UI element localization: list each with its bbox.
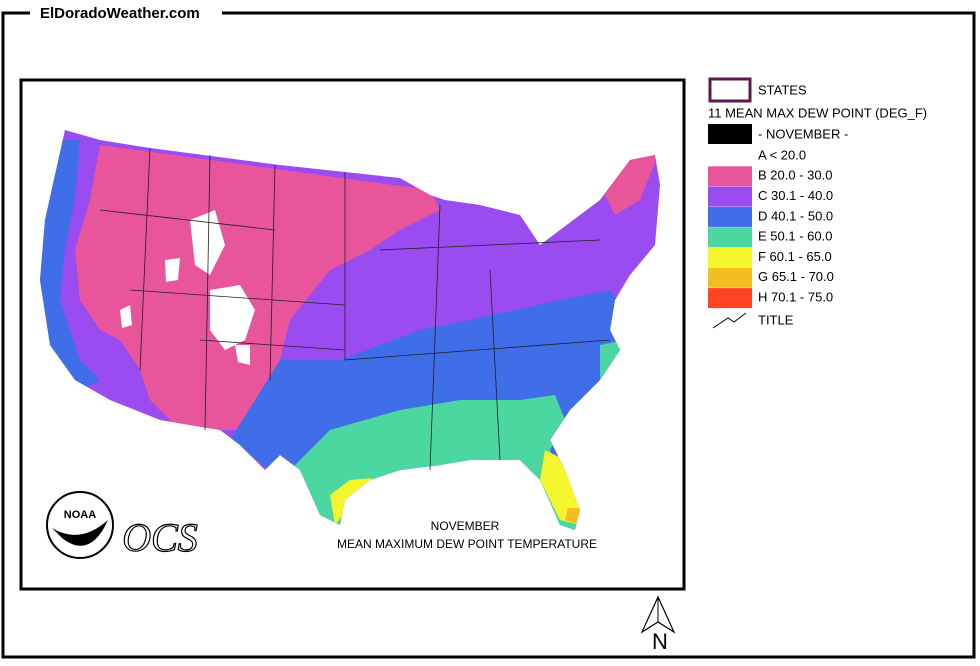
dew-point-region: [75, 145, 440, 430]
month-swatch: [708, 124, 752, 144]
legend-swatch: [708, 166, 752, 187]
legend-title-item: TITLE: [758, 312, 794, 327]
dew-point-region: [190, 210, 225, 275]
legend-label: B 20.0 - 30.0: [758, 168, 832, 183]
legend-label: D 40.1 - 50.0: [758, 208, 833, 223]
legend-classes: A < 20.0 B 20.0 - 30.0 C 30.1 - 40.0 D 40.1…: [708, 147, 834, 309]
title-icon: [712, 312, 747, 329]
legend-swatch: [708, 267, 752, 288]
site-title: ElDoradoWeather.com: [40, 5, 200, 22]
legend-label: C 30.1 - 40.0: [758, 188, 833, 203]
ocs-text: OCS: [122, 515, 198, 560]
dew-point-region: [120, 305, 132, 328]
legend-swatch: [708, 206, 752, 227]
legend-swatch: [708, 247, 752, 268]
dew-point-region: [210, 285, 255, 350]
legend-label: A < 20.0: [758, 147, 806, 162]
dew-point-region: [235, 345, 250, 365]
states-swatch: [708, 77, 752, 103]
map-title-line: NOVEMBER: [431, 519, 500, 533]
state-lines: [99, 147, 611, 471]
legend-swatch: [708, 186, 752, 207]
dew-point-region: [540, 450, 580, 525]
north-label: N: [652, 629, 668, 654]
noaa-logo: [46, 491, 114, 559]
legend-label: G 65.1 - 70.0: [758, 269, 834, 284]
legend-label: E 50.1 - 60.0: [758, 229, 832, 244]
outer-frame: [1, 11, 976, 659]
legend-layer: 11 MEAN MAX DEW POINT (DEG_F): [708, 105, 927, 120]
title-backdrop: [30, 4, 222, 24]
noaa-bird: [52, 520, 108, 546]
legend-swatch: [708, 227, 752, 248]
dew-point-region: [165, 258, 180, 282]
legend-month: - NOVEMBER -: [758, 126, 848, 141]
noaa-text: NOAA: [64, 509, 96, 521]
map-title-line: MEAN MAXIMUM DEW POINT TEMPERATURE: [337, 537, 597, 551]
legend-states: STATES: [758, 82, 807, 97]
legend-label: F 60.1 - 65.0: [758, 249, 832, 264]
legend-label: H 70.1 - 75.0: [758, 290, 833, 305]
legend-swatch: [708, 288, 752, 309]
